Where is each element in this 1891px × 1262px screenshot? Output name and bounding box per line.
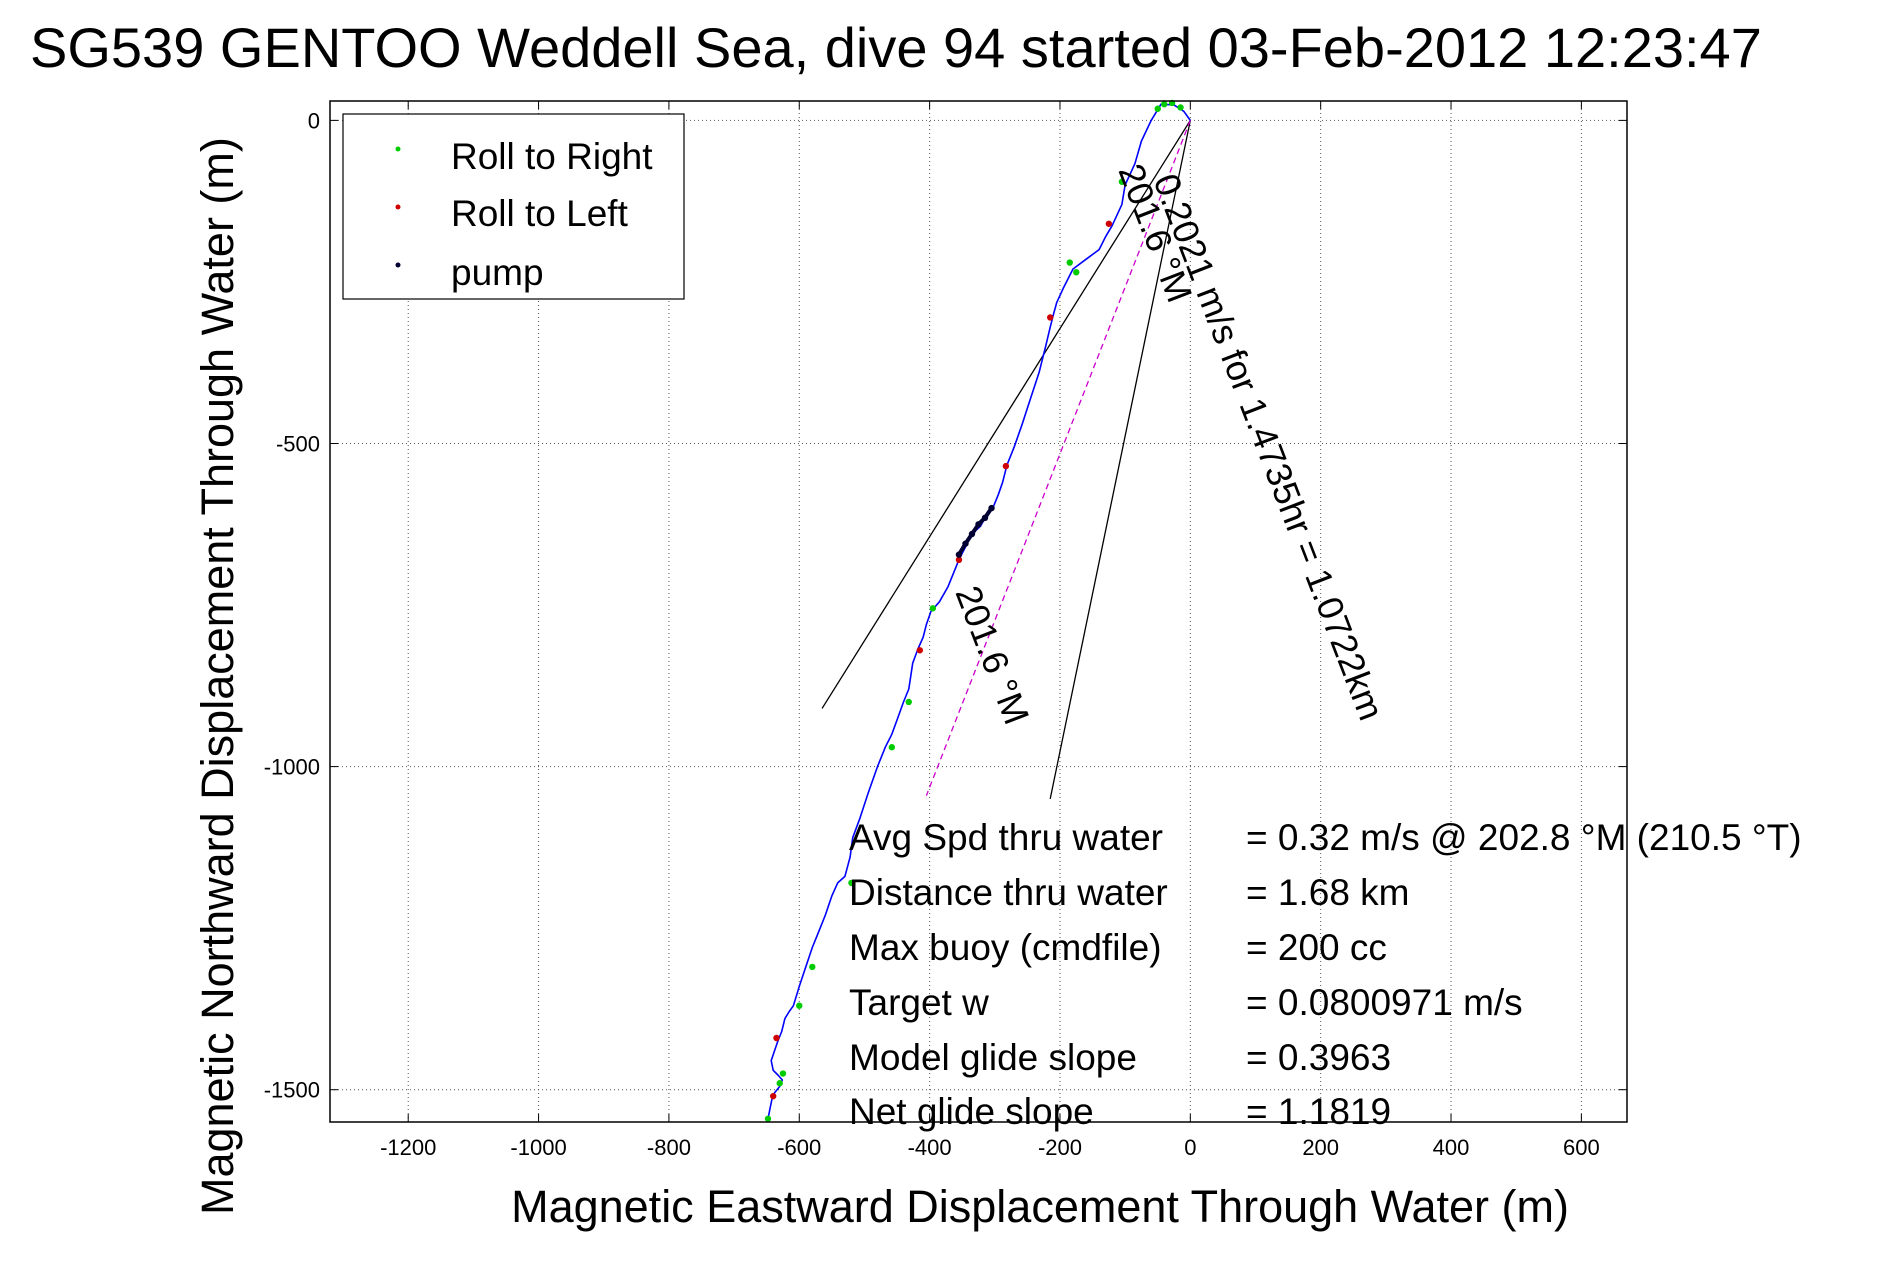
roll-markers [764, 99, 1184, 1122]
x-tick-label: -200 [1038, 1135, 1082, 1160]
roll-to-right-marker [1154, 105, 1161, 112]
y-tick-label: -1500 [264, 1078, 320, 1103]
x-tick-label: -1200 [380, 1135, 436, 1160]
target-w-value: = 0.0800971 m/s [1246, 982, 1523, 1023]
roll-to-right-marker [929, 605, 937, 612]
roll-to-right-marker [1118, 178, 1126, 185]
roll-to-right-marker [888, 744, 896, 751]
x-tick-label: -600 [777, 1135, 821, 1160]
roll-to-left-marker [916, 647, 924, 654]
max-buoy-value: = 200 cc [1246, 927, 1387, 968]
net-glide-slope-label: Net glide slope [849, 1091, 1094, 1132]
pump-marker [955, 551, 963, 558]
y-tick-label: -500 [276, 431, 320, 456]
legend-marker-roll-left [395, 204, 401, 210]
avg-speed-label: Avg Spd thru water [849, 817, 1163, 858]
roll-to-right-marker [1073, 269, 1080, 276]
guide-line [1049, 120, 1191, 800]
model-glide-slope-label: Model glide slope [849, 1037, 1137, 1078]
legend-label-roll-left: Roll to Left [451, 193, 629, 234]
x-tick-label: -1000 [510, 1135, 566, 1160]
track [767, 103, 1191, 1119]
x-tick-label: -800 [647, 1135, 691, 1160]
x-tick-label: -400 [908, 1135, 952, 1160]
legend-marker-roll-right [395, 146, 401, 152]
roll-to-left-marker [1002, 462, 1010, 470]
roll-to-left-marker [1046, 314, 1054, 321]
y-axis-label: Magnetic Northward Displacement Through … [192, 137, 243, 1215]
pump-marker [988, 504, 995, 512]
heading-line [925, 120, 1191, 796]
x-tick-label: 0 [1184, 1135, 1196, 1160]
roll-to-right-marker [809, 963, 816, 971]
pump-marker [968, 530, 976, 538]
distance-value: = 1.68 km [1246, 872, 1410, 913]
track-line [767, 103, 1191, 1119]
pump-marker [975, 521, 982, 528]
roll-to-right-marker [848, 879, 855, 887]
roll-to-right-marker [776, 1080, 783, 1087]
x-tick-label: 200 [1302, 1135, 1339, 1160]
axis-ticks: -1200 -1000 -800 -600 -400 -200 0 200 400 600 0 -50… [264, 101, 1627, 1160]
model-glide-slope-value: = 0.3963 [1246, 1037, 1391, 1078]
summary-annotations: Avg Spd thru water = 0.32 m/s @ 202.8 °M… [849, 817, 1802, 1132]
net-glide-slope-value: = 1.1819 [1246, 1091, 1391, 1132]
plot-frame [329, 100, 1628, 1123]
x-axis-label: Magnetic Eastward Displacement Through W… [511, 1181, 1569, 1232]
legend-label-roll-right: Roll to Right [451, 136, 653, 177]
roll-to-right-marker [1161, 101, 1168, 108]
max-buoy-label: Max buoy (cmdfile) [849, 927, 1162, 968]
target-w-label: Target w [849, 982, 989, 1023]
y-tick-label: -1000 [264, 755, 320, 780]
roll-to-right-marker [1177, 104, 1184, 111]
x-tick-label: 400 [1433, 1135, 1470, 1160]
roll-to-right-marker [796, 1002, 803, 1009]
roll-to-right-marker [764, 1115, 772, 1122]
distance-label: Distance thru water [849, 872, 1168, 913]
legend-label-pump: pump [451, 252, 544, 293]
guide-lines [821, 120, 1191, 800]
pump-marker [962, 540, 969, 547]
x-tick-label: 600 [1563, 1135, 1600, 1160]
chart-title: SG539 GENTOO Weddell Sea, dive 94 starte… [30, 16, 1762, 79]
roll-to-right-marker [779, 1070, 787, 1077]
avg-speed-value: = 0.32 m/s @ 202.8 °M (210.5 °T) [1246, 817, 1802, 858]
y-tick-label: 0 [308, 108, 320, 133]
roll-to-right-marker [905, 698, 912, 706]
legend: Roll to Right Roll to Left pump [342, 113, 685, 300]
pump-marker [981, 514, 989, 522]
roll-to-left-marker [955, 556, 963, 564]
legend-marker-pump [395, 262, 401, 268]
roll-to-left-marker [773, 1034, 780, 1042]
roll-to-right-marker [1066, 259, 1073, 266]
guide-line [821, 120, 1191, 709]
roll-to-left-marker [1105, 220, 1113, 227]
roll-to-left-marker [769, 1092, 777, 1100]
